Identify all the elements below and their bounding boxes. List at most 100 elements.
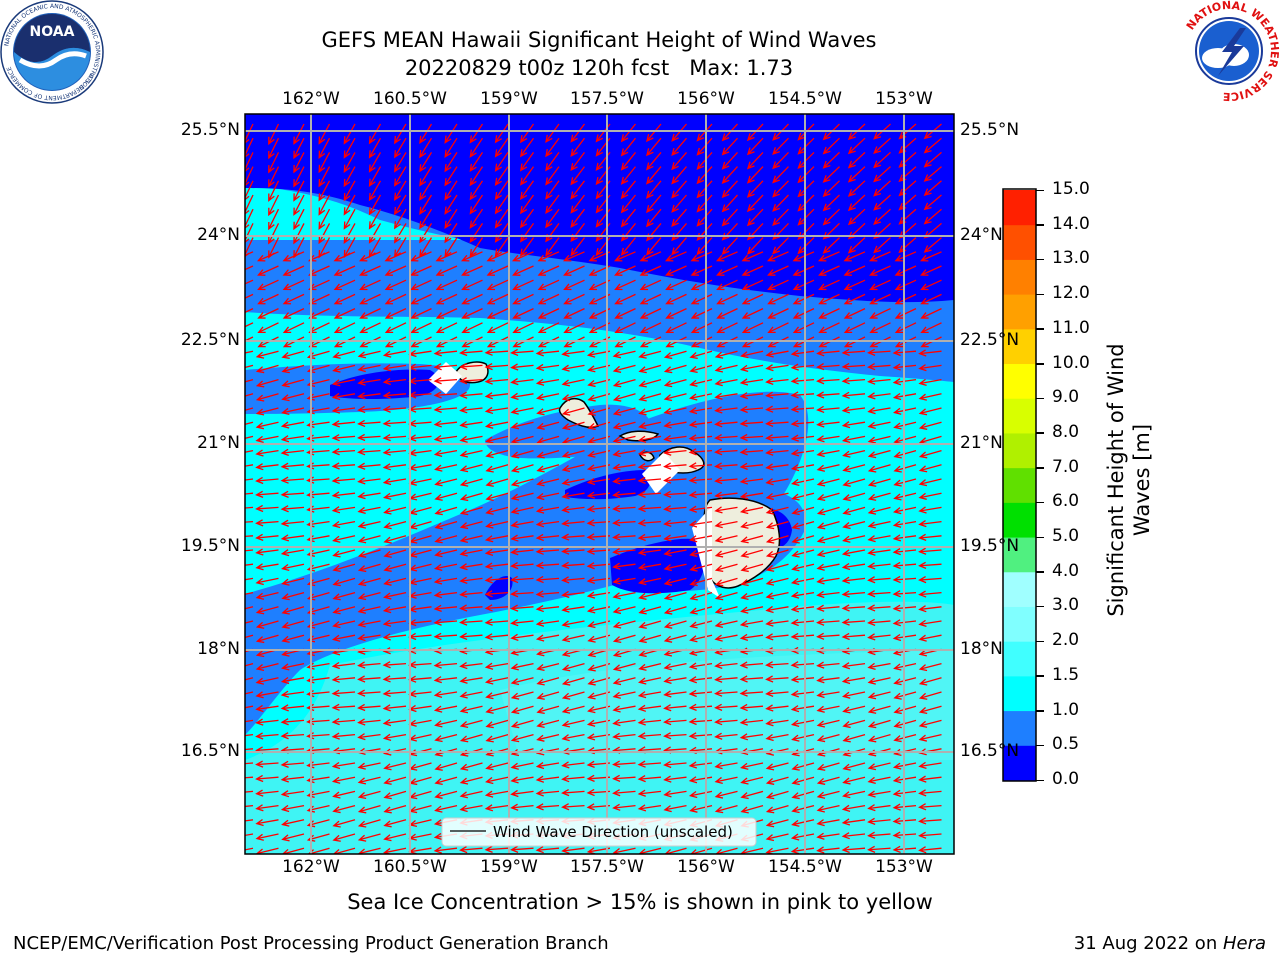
wind-wave-arrow bbox=[772, 166, 789, 184]
wind-wave-arrow bbox=[638, 364, 662, 374]
wind-wave-arrow bbox=[318, 123, 331, 145]
wind-wave-arrow bbox=[847, 137, 866, 155]
wind-wave-arrow bbox=[663, 350, 687, 360]
wind-wave-arrow bbox=[765, 833, 789, 842]
wind-wave-arrow bbox=[357, 606, 381, 614]
wind-wave-arrow bbox=[486, 322, 509, 333]
wind-wave-arrow bbox=[368, 223, 382, 244]
wind-wave-arrow bbox=[637, 774, 662, 783]
wind-wave-arrow bbox=[245, 804, 254, 808]
wind-wave-arrow bbox=[469, 208, 484, 229]
wind-wave-arrow bbox=[614, 293, 636, 305]
wind-wave-arrow bbox=[433, 591, 458, 599]
wind-wave-arrow bbox=[382, 350, 407, 358]
wind-wave-arrow bbox=[484, 406, 509, 415]
wind-wave-arrow bbox=[245, 833, 254, 837]
wind-wave-arrow bbox=[561, 561, 585, 570]
wind-wave-arrow bbox=[637, 691, 662, 699]
colorbar-tick bbox=[1036, 710, 1044, 712]
wind-wave-arrow bbox=[714, 606, 738, 615]
wind-wave-arrow bbox=[255, 591, 279, 600]
wind-wave-arrow bbox=[510, 492, 534, 501]
wind-wave-arrow bbox=[419, 223, 433, 244]
wind-wave-arrow bbox=[419, 123, 433, 145]
wind-wave-arrow bbox=[638, 591, 662, 600]
wind-wave-arrow bbox=[746, 180, 764, 198]
wind-wave-arrow bbox=[847, 180, 866, 197]
wind-wave-arrow bbox=[459, 776, 483, 785]
wind-wave-arrow bbox=[790, 391, 815, 399]
wind-wave-arrow bbox=[918, 349, 942, 357]
wind-wave-arrow bbox=[510, 662, 534, 671]
wind-wave-arrow bbox=[332, 606, 356, 615]
wind-wave-arrow bbox=[918, 662, 942, 672]
wind-wave-arrow bbox=[765, 405, 789, 413]
wind-wave-arrow bbox=[245, 350, 254, 354]
wind-wave-arrow bbox=[459, 377, 483, 385]
wind-wave-arrow bbox=[792, 279, 815, 291]
wind-wave-arrow bbox=[545, 152, 560, 172]
wind-wave-arrow bbox=[537, 251, 560, 262]
wind-wave-arrow bbox=[765, 790, 789, 800]
wind-wave-arrow bbox=[843, 293, 866, 305]
wind-wave-arrow bbox=[510, 762, 534, 770]
wind-wave-arrow bbox=[918, 561, 942, 569]
wind-wave-arrow bbox=[841, 845, 866, 854]
wind-wave-arrow bbox=[255, 504, 279, 513]
wind-wave-arrow bbox=[765, 520, 789, 530]
wind-wave-arrow bbox=[255, 563, 279, 571]
wind-wave-arrow bbox=[689, 804, 713, 813]
lon-label-bottom: 159°W bbox=[480, 857, 538, 877]
wind-wave-arrow bbox=[663, 462, 687, 470]
wind-wave-arrow bbox=[510, 733, 534, 743]
wind-wave-arrow bbox=[293, 166, 305, 188]
wind-wave-arrow bbox=[620, 194, 637, 214]
wind-wave-arrow bbox=[563, 293, 585, 305]
wind-wave-arrow bbox=[459, 348, 483, 357]
wind-wave-arrow bbox=[663, 476, 687, 484]
wind-wave-arrow bbox=[842, 535, 866, 543]
wind-wave-arrow bbox=[893, 677, 917, 686]
wind-wave-arrow bbox=[847, 194, 866, 212]
wind-wave-arrow bbox=[772, 151, 789, 170]
wind-wave-arrow bbox=[280, 704, 305, 712]
wind-wave-arrow bbox=[394, 123, 407, 145]
wind-wave-arrow bbox=[739, 718, 764, 726]
wind-wave-arrow bbox=[918, 803, 942, 811]
wind-wave-arrow bbox=[318, 194, 331, 216]
wind-wave-arrow bbox=[688, 761, 713, 769]
wind-wave-arrow bbox=[767, 279, 789, 291]
wind-wave-arrow bbox=[620, 180, 637, 200]
wind-wave-arrow bbox=[665, 279, 687, 291]
wind-wave-arrow bbox=[869, 293, 891, 305]
wind-wave-arrow bbox=[255, 463, 279, 471]
wind-wave-arrow bbox=[561, 761, 585, 769]
wind-wave-arrow bbox=[510, 506, 534, 515]
wind-wave-arrow bbox=[791, 776, 815, 786]
wind-wave-arrow bbox=[816, 733, 840, 743]
wind-wave-arrow bbox=[612, 491, 636, 499]
wind-wave-arrow bbox=[714, 491, 738, 499]
wind-wave-arrow bbox=[561, 590, 585, 599]
wind-wave-arrow bbox=[561, 846, 585, 854]
wind-wave-arrow bbox=[892, 817, 917, 825]
wind-wave-arrow bbox=[510, 478, 534, 487]
wind-wave-arrow bbox=[923, 151, 942, 168]
wind-wave-arrow bbox=[332, 549, 356, 558]
wind-wave-arrow bbox=[486, 265, 509, 276]
wind-wave-arrow bbox=[842, 733, 866, 743]
wind-wave-arrow bbox=[612, 519, 636, 527]
wind-wave-arrow bbox=[545, 194, 560, 214]
wind-wave-arrow bbox=[570, 123, 586, 143]
wind-wave-arrow bbox=[894, 265, 917, 276]
wind-wave-arrow bbox=[484, 662, 509, 670]
wind-wave-arrow bbox=[612, 562, 636, 570]
wind-wave-arrow bbox=[739, 506, 764, 515]
wind-wave-arrow bbox=[255, 519, 279, 527]
wind-wave-arrow bbox=[318, 223, 331, 245]
wind-wave-arrow bbox=[357, 661, 381, 669]
wind-wave-arrow bbox=[671, 137, 687, 157]
wind-wave-arrow bbox=[484, 377, 509, 385]
lon-label-top: 157.5°W bbox=[570, 89, 644, 109]
wind-wave-arrow bbox=[765, 661, 789, 669]
